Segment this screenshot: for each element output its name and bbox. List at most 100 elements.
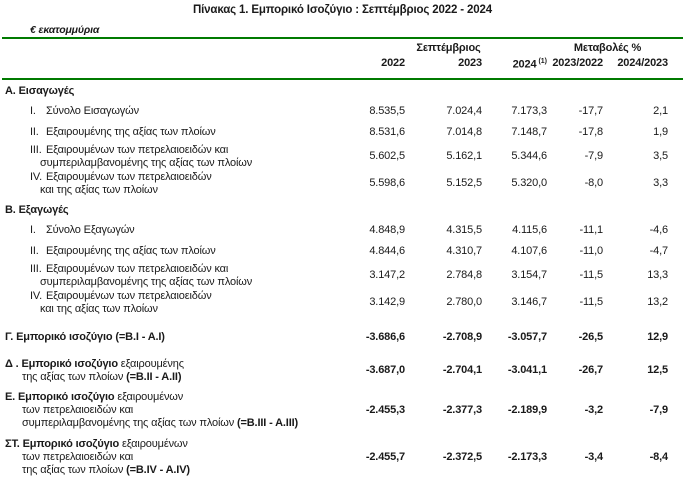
column-group-changes: Μεταβολές %	[573, 42, 642, 54]
row-numeral: IV.	[30, 289, 42, 302]
year-column-2023: 2023	[458, 56, 482, 69]
value-cell: 7.148,7	[511, 125, 547, 138]
row-label: Εξαιρουμένης της αξίας των πλοίων	[46, 125, 216, 138]
year-column-2024: 2024 (1)	[512, 58, 547, 71]
table-row-balance-excl-oil-ships: ΣΤ. Εμπορικό ισοζύγιο εξαιρουμένων των π…	[5, 437, 669, 476]
value-cell: 4.844,6	[369, 244, 405, 257]
value-cell: -2.704,1	[442, 364, 482, 377]
row-label-line2: και της αξίας των πλοίων	[40, 183, 158, 196]
value-cell: -17,7	[578, 104, 603, 117]
value-cell: 5.602,5	[369, 150, 405, 163]
value-cell: -2.708,9	[442, 330, 482, 343]
value-cell: 2.780,0	[446, 296, 482, 309]
value-cell: -2.377,3	[442, 403, 482, 416]
row-label: Σύνολο Εξαγωγών	[46, 223, 135, 236]
value-cell: -3,4	[584, 450, 604, 463]
row-label: ΣΤ. Εμπορικό ισοζύγιο	[5, 437, 120, 450]
value-cell: 5.320,0	[511, 177, 547, 190]
value-cell: -8,0	[584, 177, 604, 190]
section-heading: Α. Εισαγωγές	[5, 84, 75, 97]
value-cell: -3.686,6	[365, 330, 405, 343]
value-cell: 3.154,7	[511, 269, 547, 282]
value-cell: 3,3	[653, 177, 668, 190]
value-cell: 4.848,9	[369, 223, 405, 236]
value-cell: -4,7	[649, 244, 669, 257]
value-cell: 4.107,6	[511, 244, 547, 257]
row-label-line2: συμπεριλαμβανομένης της αξίας των πλοίων	[40, 275, 253, 288]
footnote-marker: (1)	[538, 58, 547, 65]
unit-label: € εκατομμύρια	[30, 24, 100, 36]
row-label: Εξαιρουμένων των πετρελαιοειδών και	[46, 262, 229, 275]
table-row: IV. Εξαιρουμένων των πετρελαιοειδών και τ…	[0, 290, 685, 316]
row-label: Εξαιρουμένων των πετρελαιοειδών	[46, 170, 212, 183]
row-numeral: I.	[30, 223, 36, 236]
top-divider	[2, 37, 683, 39]
value-cell: -2.455,3	[365, 403, 405, 416]
value-cell: 4.310,7	[446, 244, 482, 257]
value-cell: 13,2	[647, 296, 668, 309]
value-cell: 5.598,6	[369, 177, 405, 190]
value-cell: 4.115,6	[512, 223, 547, 236]
table-row-balance-total: Γ. Εμπορικό ισοζύγιο (=B.I - A.I) -3.686…	[0, 331, 685, 344]
row-label-line2: και της αξίας των πλοίων	[40, 302, 158, 315]
table-row: II. Εξαιρουμένης της αξίας των πλοίων 8.5…	[0, 126, 685, 139]
row-label: Σύνολο Εισαγωγών	[46, 104, 139, 117]
value-cell: 7.014,8	[446, 125, 482, 138]
section-heading: Β. Εξαγωγές	[5, 203, 69, 216]
value-cell: -3.057,7	[507, 330, 547, 343]
row-label: Εξαιρουμένης της αξίας των πλοίων	[46, 244, 216, 257]
value-cell: -3.041,1	[507, 364, 547, 377]
header-divider	[2, 77, 683, 80]
value-cell: -11,0	[579, 244, 603, 257]
value-cell: -26,7	[578, 364, 603, 377]
row-label: Γ. Εμπορικό ισοζύγιο (=B.I - A.I)	[5, 330, 165, 343]
value-cell: -7,9	[649, 403, 669, 416]
value-cell: 3.147,2	[369, 269, 405, 282]
row-numeral: II.	[30, 244, 39, 257]
row-label: Ε. Εμπορικό ισοζύγιο	[5, 390, 115, 403]
column-header-row: 2022 2023 2024 (1) 2023/2022 2024/2023	[0, 55, 685, 77]
year-column-2022: 2022	[381, 56, 405, 69]
value-cell: 7.173,3	[511, 104, 547, 117]
row-numeral: II.	[30, 125, 39, 138]
value-cell: 7.024,4	[446, 104, 482, 117]
value-cell: 8.531,6	[369, 125, 405, 138]
row-label-line2: συμπεριλαμβανομένης της αξίας των πλοίων	[40, 156, 253, 169]
column-group-header-row: Σεπτέμβριος Μεταβολές %	[0, 42, 685, 55]
row-numeral: I.	[30, 104, 36, 117]
value-cell: -3,2	[584, 403, 604, 416]
change-column-2024-2023: 2024/2023	[617, 56, 668, 69]
table-row-balance-excl-oil: Ε. Εμπορικό ισοζύγιο εξαιρουμένων των πε…	[5, 390, 669, 429]
value-cell: 3,5	[653, 150, 668, 163]
value-cell: -2.189,9	[507, 403, 547, 416]
row-label: Εξαιρουμένων των πετρελαιοειδών	[46, 289, 212, 302]
value-cell: -8,4	[649, 450, 669, 463]
table-row: III. Εξαιρουμένων των πετρελαιοειδών και …	[0, 263, 685, 289]
table-row-balance-excl-ships: Δ . Εμπορικό ισοζύγιο εξαιρουμένης της α…	[5, 357, 668, 383]
value-cell: 13,3	[647, 269, 668, 282]
value-cell: 1,9	[653, 125, 668, 138]
value-cell: 12,5	[647, 364, 668, 377]
value-cell: -26,5	[578, 330, 603, 343]
section-exports: Β. Εξαγωγές I. Σύνολο Εξαγωγών 4.848,9 4.…	[0, 204, 685, 316]
value-cell: -11,5	[579, 269, 603, 282]
value-cell: -2.173,3	[507, 450, 547, 463]
value-cell: -17,8	[578, 125, 603, 138]
value-cell: 3.142,9	[369, 296, 405, 309]
value-cell: 5.162,1	[446, 150, 482, 163]
value-cell: 4.315,5	[446, 223, 482, 236]
column-group-september: Σεπτέμβριος	[416, 42, 481, 54]
value-cell: 8.535,5	[369, 104, 405, 117]
value-cell: -7,9	[584, 150, 604, 163]
table-row: II. Εξαιρουμένης της αξίας των πλοίων 4.8…	[0, 245, 685, 258]
row-numeral: IV.	[30, 170, 42, 183]
table-row: I. Σύνολο Εισαγωγών 8.535,5 7.024,4 7.173…	[0, 105, 685, 118]
value-cell: 12,9	[647, 330, 668, 343]
section-imports: Α. Εισαγωγές I. Σύνολο Εισαγωγών 8.535,5 …	[0, 85, 685, 197]
table-row: I. Σύνολο Εξαγωγών 4.848,9 4.315,5 4.115,…	[0, 224, 685, 237]
table-row: IV. Εξαιρουμένων των πετρελαιοειδών και τ…	[0, 171, 685, 197]
row-numeral: III.	[30, 143, 42, 156]
value-cell: -2.455,7	[365, 450, 405, 463]
table-title: Πίνακας 1. Εμπορικό Ισοζύγιο : Σεπτέμβρι…	[192, 4, 493, 16]
